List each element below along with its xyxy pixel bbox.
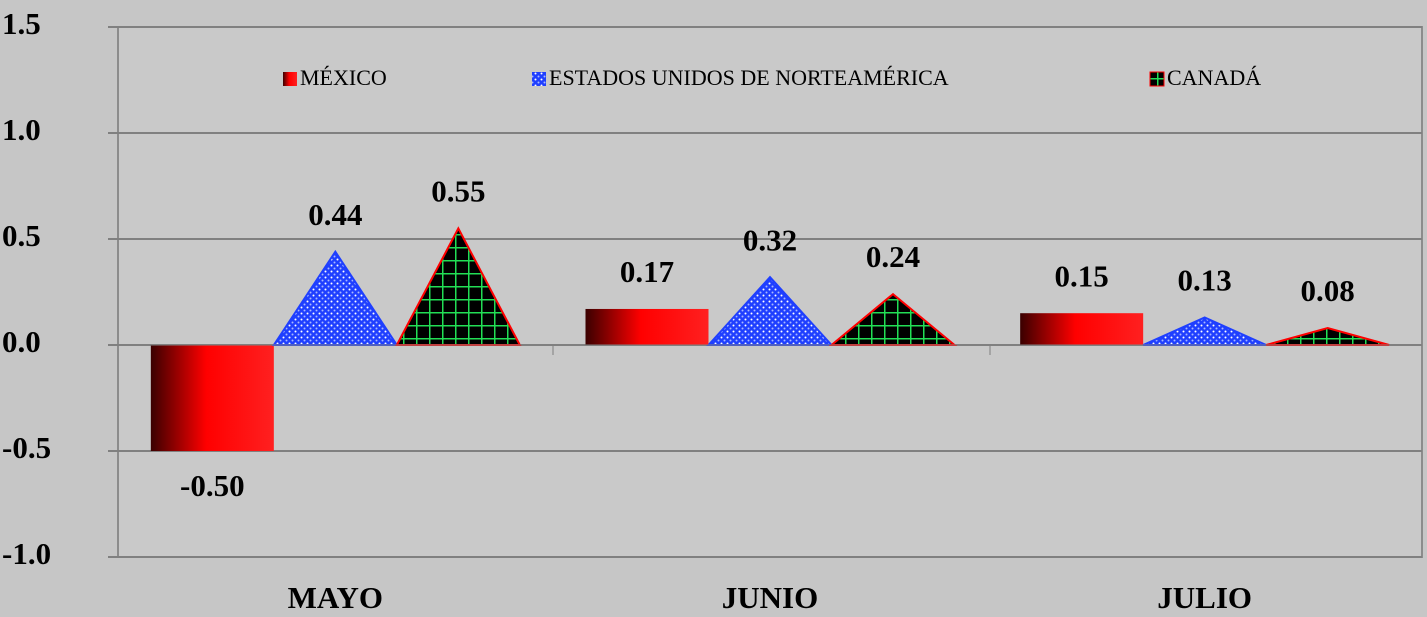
legend-marker bbox=[532, 72, 546, 86]
y-tick-label: 0.5 bbox=[2, 218, 41, 253]
y-tick-label: -1.0 bbox=[2, 536, 51, 571]
legend-marker bbox=[283, 72, 297, 86]
bar bbox=[1020, 313, 1144, 345]
value-label: 0.08 bbox=[1301, 273, 1355, 308]
y-tick-label: 0.0 bbox=[2, 324, 41, 359]
legend-label: MÉXICO bbox=[300, 65, 387, 90]
value-label: 0.55 bbox=[431, 174, 485, 209]
y-tick-label: -0.5 bbox=[2, 430, 51, 465]
value-label: 0.32 bbox=[743, 222, 797, 257]
value-label: 0.24 bbox=[866, 239, 920, 274]
y-tick-label: 1.0 bbox=[2, 112, 41, 147]
x-tick-label: JUNIO bbox=[722, 580, 818, 615]
x-tick-label: MAYO bbox=[288, 580, 383, 615]
y-tick-label: 1.5 bbox=[2, 6, 41, 41]
value-label: 0.17 bbox=[620, 254, 674, 289]
value-label: 0.44 bbox=[308, 197, 362, 232]
value-label: 0.13 bbox=[1178, 263, 1232, 298]
value-label: -0.50 bbox=[180, 468, 245, 503]
legend-marker bbox=[1149, 71, 1165, 87]
legend-label: CANADÁ bbox=[1167, 65, 1261, 90]
value-label: 0.15 bbox=[1055, 258, 1109, 293]
x-tick-label: JULIO bbox=[1157, 580, 1252, 615]
bar bbox=[150, 345, 274, 451]
legend-label: ESTADOS UNIDOS DE NORTEAMÉRICA bbox=[549, 65, 949, 90]
bar bbox=[585, 308, 709, 345]
